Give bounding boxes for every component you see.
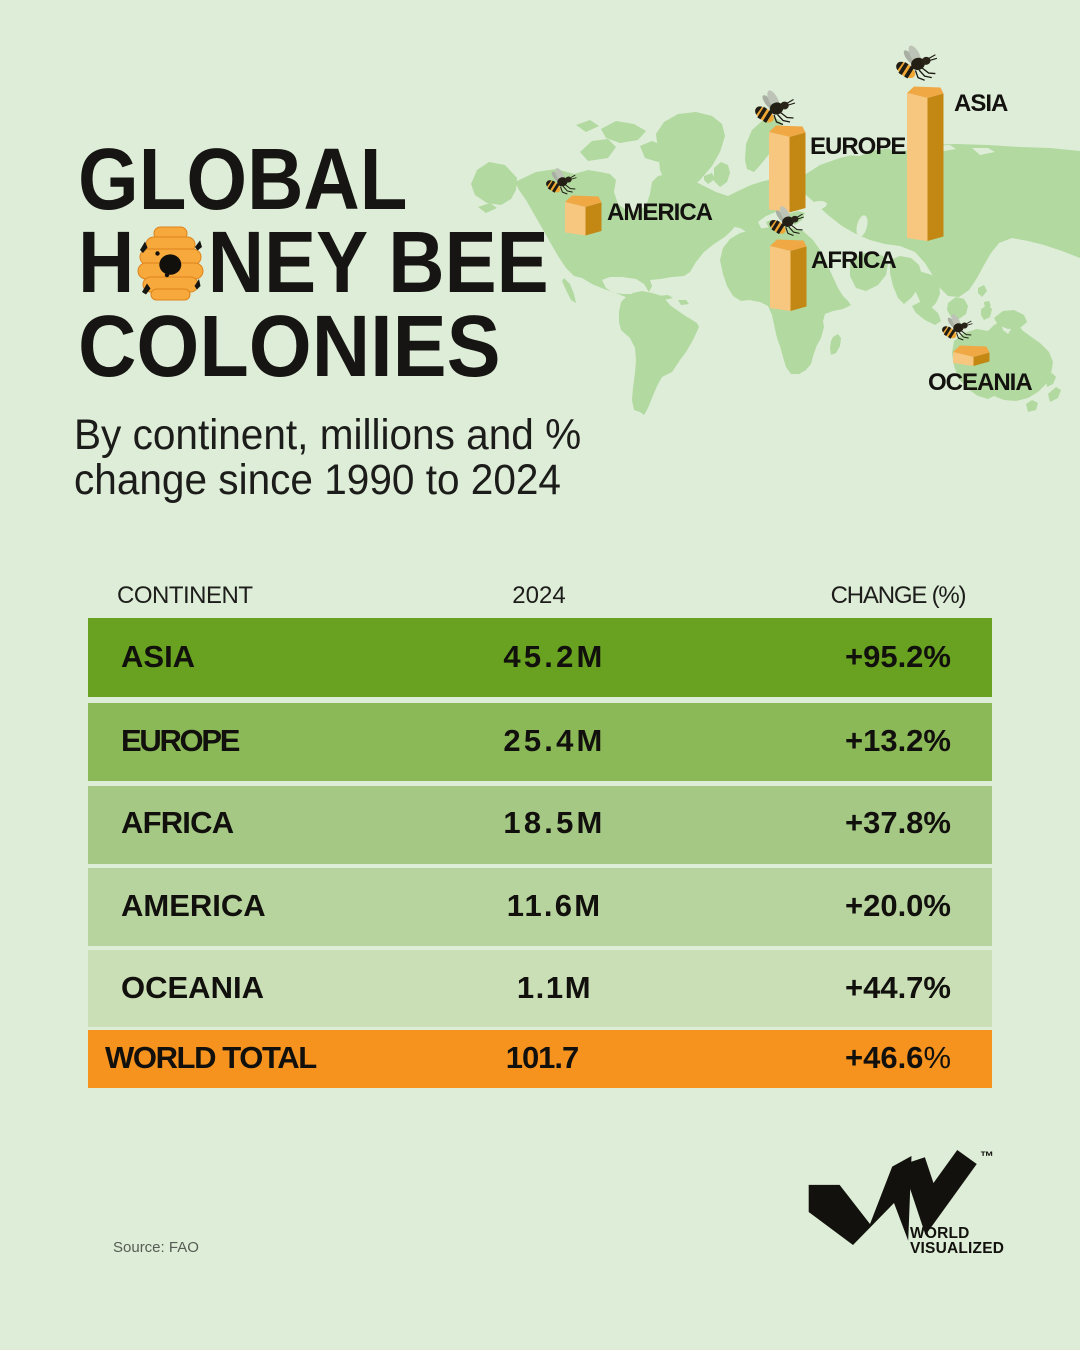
svg-text:™: ™: [980, 1148, 994, 1164]
